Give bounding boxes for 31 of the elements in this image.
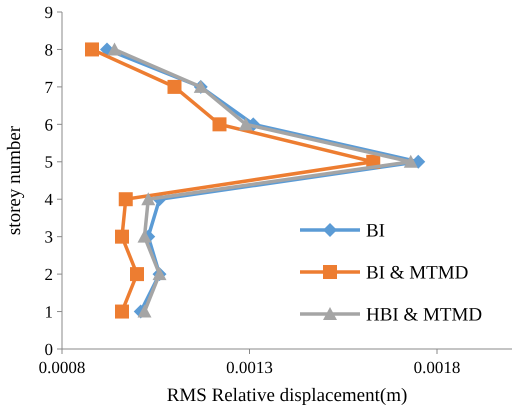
point — [238, 117, 253, 130]
y-tick-label: 3 — [44, 228, 53, 247]
point — [141, 192, 156, 206]
point — [130, 267, 144, 282]
y-tick-label: 1 — [44, 302, 53, 322]
point — [168, 80, 182, 94]
x-axis-title: RMS Relative displacement(m) — [166, 385, 408, 406]
point — [115, 304, 129, 319]
y-tick-label: 7 — [44, 78, 54, 97]
y-tick-label: 2 — [44, 265, 53, 284]
y-tick-label: 6 — [44, 115, 53, 134]
y-tick-label: 8 — [44, 40, 53, 60]
point — [212, 117, 226, 132]
y-tick-label: 5 — [44, 152, 53, 172]
x-tick-label: 0.0013 — [226, 358, 273, 377]
point — [138, 304, 152, 318]
y-tick-label: 9 — [44, 2, 53, 22]
y-tick-label: 0 — [44, 340, 53, 359]
y-tick-label: 4 — [44, 190, 54, 210]
point — [118, 192, 133, 206]
x-tick-label: 0.0008 — [38, 358, 86, 377]
legend-label: BI — [366, 220, 385, 242]
legend-label: HBI & MTMD — [366, 304, 482, 326]
point — [404, 154, 418, 168]
point — [138, 230, 152, 243]
point — [108, 42, 122, 56]
y-axis-title: storey number — [4, 125, 25, 236]
point — [115, 230, 129, 244]
x-tick-label: 0.0018 — [414, 358, 460, 377]
legend-label: BI & MTMD — [366, 262, 468, 284]
point — [85, 42, 99, 56]
